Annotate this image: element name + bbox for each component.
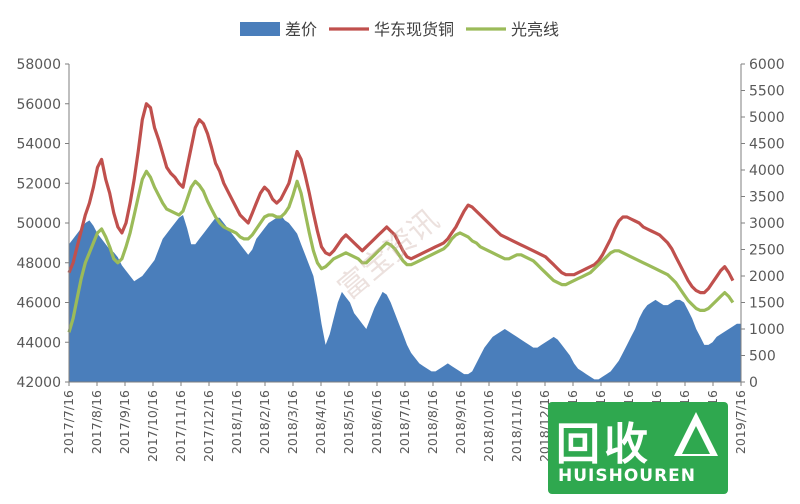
y-left-tick-label: 56000 xyxy=(16,97,61,113)
y-right-tick-label: 5000 xyxy=(749,110,785,126)
x-tick-label: 2018/11/16 xyxy=(509,390,524,462)
y-left-tick-label: 58000 xyxy=(16,57,61,73)
x-tick-label: 2018/6/16 xyxy=(369,390,384,454)
x-tick-label: 2017/8/16 xyxy=(89,390,104,454)
y-left-tick-label: 42000 xyxy=(16,375,61,391)
legend-item: 光亮线 xyxy=(466,20,559,39)
x-tick-label: 2018/8/16 xyxy=(425,390,440,454)
series-area-spread xyxy=(69,215,741,382)
series-line-copper xyxy=(67,102,735,295)
x-tick-label: 2018/5/16 xyxy=(341,390,356,454)
y-right-tick-label: 5500 xyxy=(749,84,785,100)
y-left-tick-label: 52000 xyxy=(16,176,61,192)
y-right-tick-label: 2000 xyxy=(749,269,785,285)
y-left-tick-label: 44000 xyxy=(16,335,61,351)
x-tick-label: 2019/7/16 xyxy=(733,390,748,454)
logo-mark: 回收 xyxy=(556,419,652,470)
y-right-tick-label: 500 xyxy=(749,349,776,365)
y-left-tick-label: 54000 xyxy=(16,137,61,153)
logo-triangle-inner xyxy=(682,426,710,454)
x-tick-label: 2018/10/16 xyxy=(481,390,496,462)
x-tick-label: 2017/10/16 xyxy=(145,390,160,462)
y-left-tick-label: 48000 xyxy=(16,256,61,272)
x-tick-label: 2017/7/16 xyxy=(61,390,76,454)
y-right-tick-label: 2500 xyxy=(749,243,785,259)
x-tick-label: 2018/9/16 xyxy=(453,390,468,454)
x-tick-label: 2018/7/16 xyxy=(397,390,412,454)
y-right-tick-label: 0 xyxy=(749,375,758,391)
x-tick-label: 2018/1/16 xyxy=(229,390,244,454)
x-tick-label: 2017/11/16 xyxy=(173,390,188,462)
legend-label: 差价 xyxy=(285,20,317,39)
y-right-tick-label: 1500 xyxy=(749,296,785,312)
lines-layer xyxy=(67,102,735,333)
y-right-tick-label: 4500 xyxy=(749,137,785,153)
legend: 差价 华东现货铜 光亮线 xyxy=(240,20,559,39)
y-right-tick-label: 4000 xyxy=(749,163,785,179)
y-right-tick-label: 6000 xyxy=(749,57,785,73)
logo-subtitle: HUISHOUREN xyxy=(558,466,697,486)
y-right-tick-label: 3500 xyxy=(749,190,785,206)
y-left-tick-label: 46000 xyxy=(16,296,61,312)
site-logo: 回收 HUISHOUREN xyxy=(548,402,728,494)
x-tick-label: 2018/2/16 xyxy=(257,390,272,454)
x-tick-label: 2017/9/16 xyxy=(117,390,132,454)
y-right-tick-label: 1000 xyxy=(749,322,785,338)
legend-item: 华东现货铜 xyxy=(329,20,454,39)
y-left-tick-label: 50000 xyxy=(16,216,61,232)
legend-swatch-area xyxy=(240,22,280,36)
y-right-tick-label: 3000 xyxy=(749,216,785,232)
area-layer xyxy=(69,215,741,382)
legend-item: 差价 xyxy=(240,20,317,39)
series-line-bright-wire xyxy=(67,169,735,333)
legend-label: 华东现货铜 xyxy=(374,20,454,39)
x-tick-label: 2017/12/16 xyxy=(201,390,216,462)
legend-label: 光亮线 xyxy=(511,20,559,39)
x-tick-label: 2018/4/16 xyxy=(313,390,328,454)
x-tick-label: 2018/3/16 xyxy=(285,390,300,454)
